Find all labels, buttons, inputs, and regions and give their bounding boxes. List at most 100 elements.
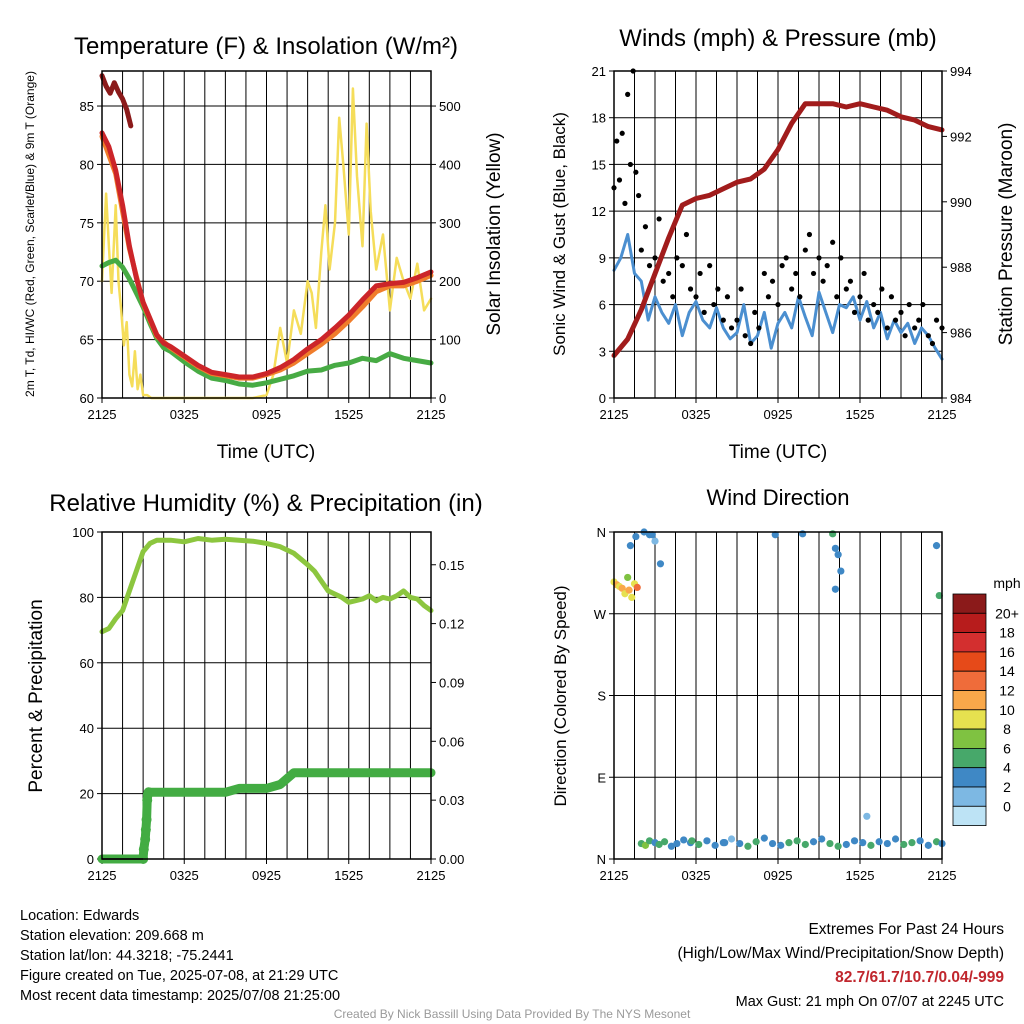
- gust-point: [633, 169, 639, 175]
- direction-point: [656, 560, 665, 568]
- direction-point: [628, 593, 636, 602]
- y-tick-label: S: [597, 689, 606, 704]
- direction-point: [645, 837, 654, 845]
- y2-axis-label: Station Pressure (Maroon): [996, 123, 1017, 346]
- plot-frame: [613, 70, 943, 399]
- colorbar-swatch: [952, 690, 987, 711]
- direction-point: [618, 584, 626, 592]
- max-gust-text: Max Gust: 21 mph On 07/07 at 2245 UTC: [735, 994, 1004, 1010]
- gust-point: [752, 309, 758, 315]
- y-tick-label: 12: [592, 204, 606, 219]
- colorbar-swatch: [952, 786, 987, 807]
- precip-point: [141, 814, 152, 825]
- gust-point: [715, 286, 721, 292]
- x-tick-label: 1525: [334, 407, 363, 422]
- y-axis-label: Direction (Colored By Speed): [551, 585, 570, 806]
- x-tick-label: 2125: [417, 868, 446, 883]
- direction-point: [842, 840, 850, 849]
- gust-point: [622, 200, 628, 206]
- x-tick-label: 0925: [252, 868, 281, 883]
- gust-point: [929, 340, 936, 347]
- direction-point: [632, 532, 640, 541]
- y-tick-label: 15: [592, 157, 606, 172]
- gust-point: [761, 270, 767, 277]
- gust-point: [656, 216, 662, 222]
- series-line-station-pressure: [611, 101, 945, 358]
- gust-point: [843, 286, 849, 292]
- y-tick-label: 75: [80, 216, 94, 231]
- gust-point: [728, 325, 735, 331]
- direction-point: [711, 841, 719, 849]
- y2-tick-label: 0: [439, 391, 446, 406]
- gust-point: [625, 91, 631, 97]
- colorbar-swatch: [952, 632, 987, 653]
- x-tick-label: 0325: [682, 868, 711, 883]
- gust-point: [679, 263, 685, 269]
- direction-point: [744, 842, 752, 850]
- gust-point: [652, 255, 658, 261]
- colorbar-label: 2: [1003, 779, 1011, 795]
- y-tick-label: 60: [80, 391, 94, 406]
- direction-point: [908, 839, 916, 847]
- gust-point: [707, 263, 713, 269]
- direction-point: [834, 842, 842, 850]
- gust-point: [666, 270, 672, 277]
- gust-point: [674, 255, 680, 261]
- gust-point: [884, 325, 890, 331]
- gust-point: [636, 192, 642, 199]
- gust-point: [783, 255, 789, 261]
- direction-point: [924, 841, 932, 849]
- y2-axis-label: Solar Insolation (Yellow): [484, 132, 505, 335]
- y2-tick-label: 0.15: [439, 558, 464, 573]
- direction-point: [680, 836, 688, 844]
- direction-point: [932, 542, 941, 550]
- direction-point: [793, 837, 801, 845]
- y2-tick-label: 986: [950, 326, 972, 341]
- direction-point: [818, 835, 826, 843]
- x-tick-label: 0325: [170, 868, 199, 883]
- gust-point: [816, 255, 822, 261]
- chart-title: Winds (mph) & Pressure (mb): [619, 25, 936, 52]
- gust-point: [834, 294, 840, 300]
- direction-point: [633, 583, 641, 592]
- precip-point: [140, 834, 151, 845]
- y-tick-label: 18: [592, 111, 606, 126]
- y2-tick-label: 0.03: [439, 793, 464, 808]
- gust-point: [847, 278, 854, 284]
- gust-point: [756, 325, 762, 331]
- direction-point: [626, 542, 635, 550]
- direction-point: [809, 838, 818, 846]
- colorbar-label: 14: [999, 663, 1015, 679]
- x-tick-label: 2125: [88, 407, 117, 422]
- x-axis-label: Time (UTC): [217, 442, 316, 463]
- x-tick-label: 1525: [846, 868, 875, 883]
- gust-point: [646, 263, 653, 269]
- gust-point: [616, 177, 623, 183]
- elevation-text: Station elevation: 209.668 m: [20, 928, 204, 944]
- gust-point: [724, 294, 731, 300]
- chart-title: Temperature (F) & Insolation (W/m²): [74, 33, 458, 60]
- direction-point: [655, 840, 663, 849]
- y2-tick-label: 994: [950, 64, 972, 79]
- colorbar-label: 20+: [995, 605, 1019, 621]
- y-axis-label: Percent & Precipitation: [26, 599, 47, 792]
- colorbar-label: 8: [1003, 721, 1011, 737]
- direction-point: [932, 838, 941, 846]
- x-tick-label: 0925: [764, 868, 793, 883]
- colorbar-swatch: [952, 612, 987, 633]
- y-tick-label: 80: [80, 590, 94, 605]
- plot-frame: [613, 531, 943, 860]
- y-tick-label: 65: [80, 333, 94, 348]
- direction-point: [768, 839, 777, 848]
- gust-point: [683, 231, 690, 238]
- gust-point: [806, 231, 813, 238]
- y-tick-label: 21: [592, 64, 606, 79]
- plot-frame: [101, 531, 432, 860]
- y-tick-label: N: [597, 852, 606, 867]
- gust-point: [711, 301, 717, 308]
- y-tick-label: N: [597, 525, 606, 540]
- direction-point: [688, 837, 696, 845]
- direction-point: [785, 839, 793, 847]
- y-tick-label: 20: [80, 787, 94, 802]
- series-line-sonic-wind: [612, 233, 944, 361]
